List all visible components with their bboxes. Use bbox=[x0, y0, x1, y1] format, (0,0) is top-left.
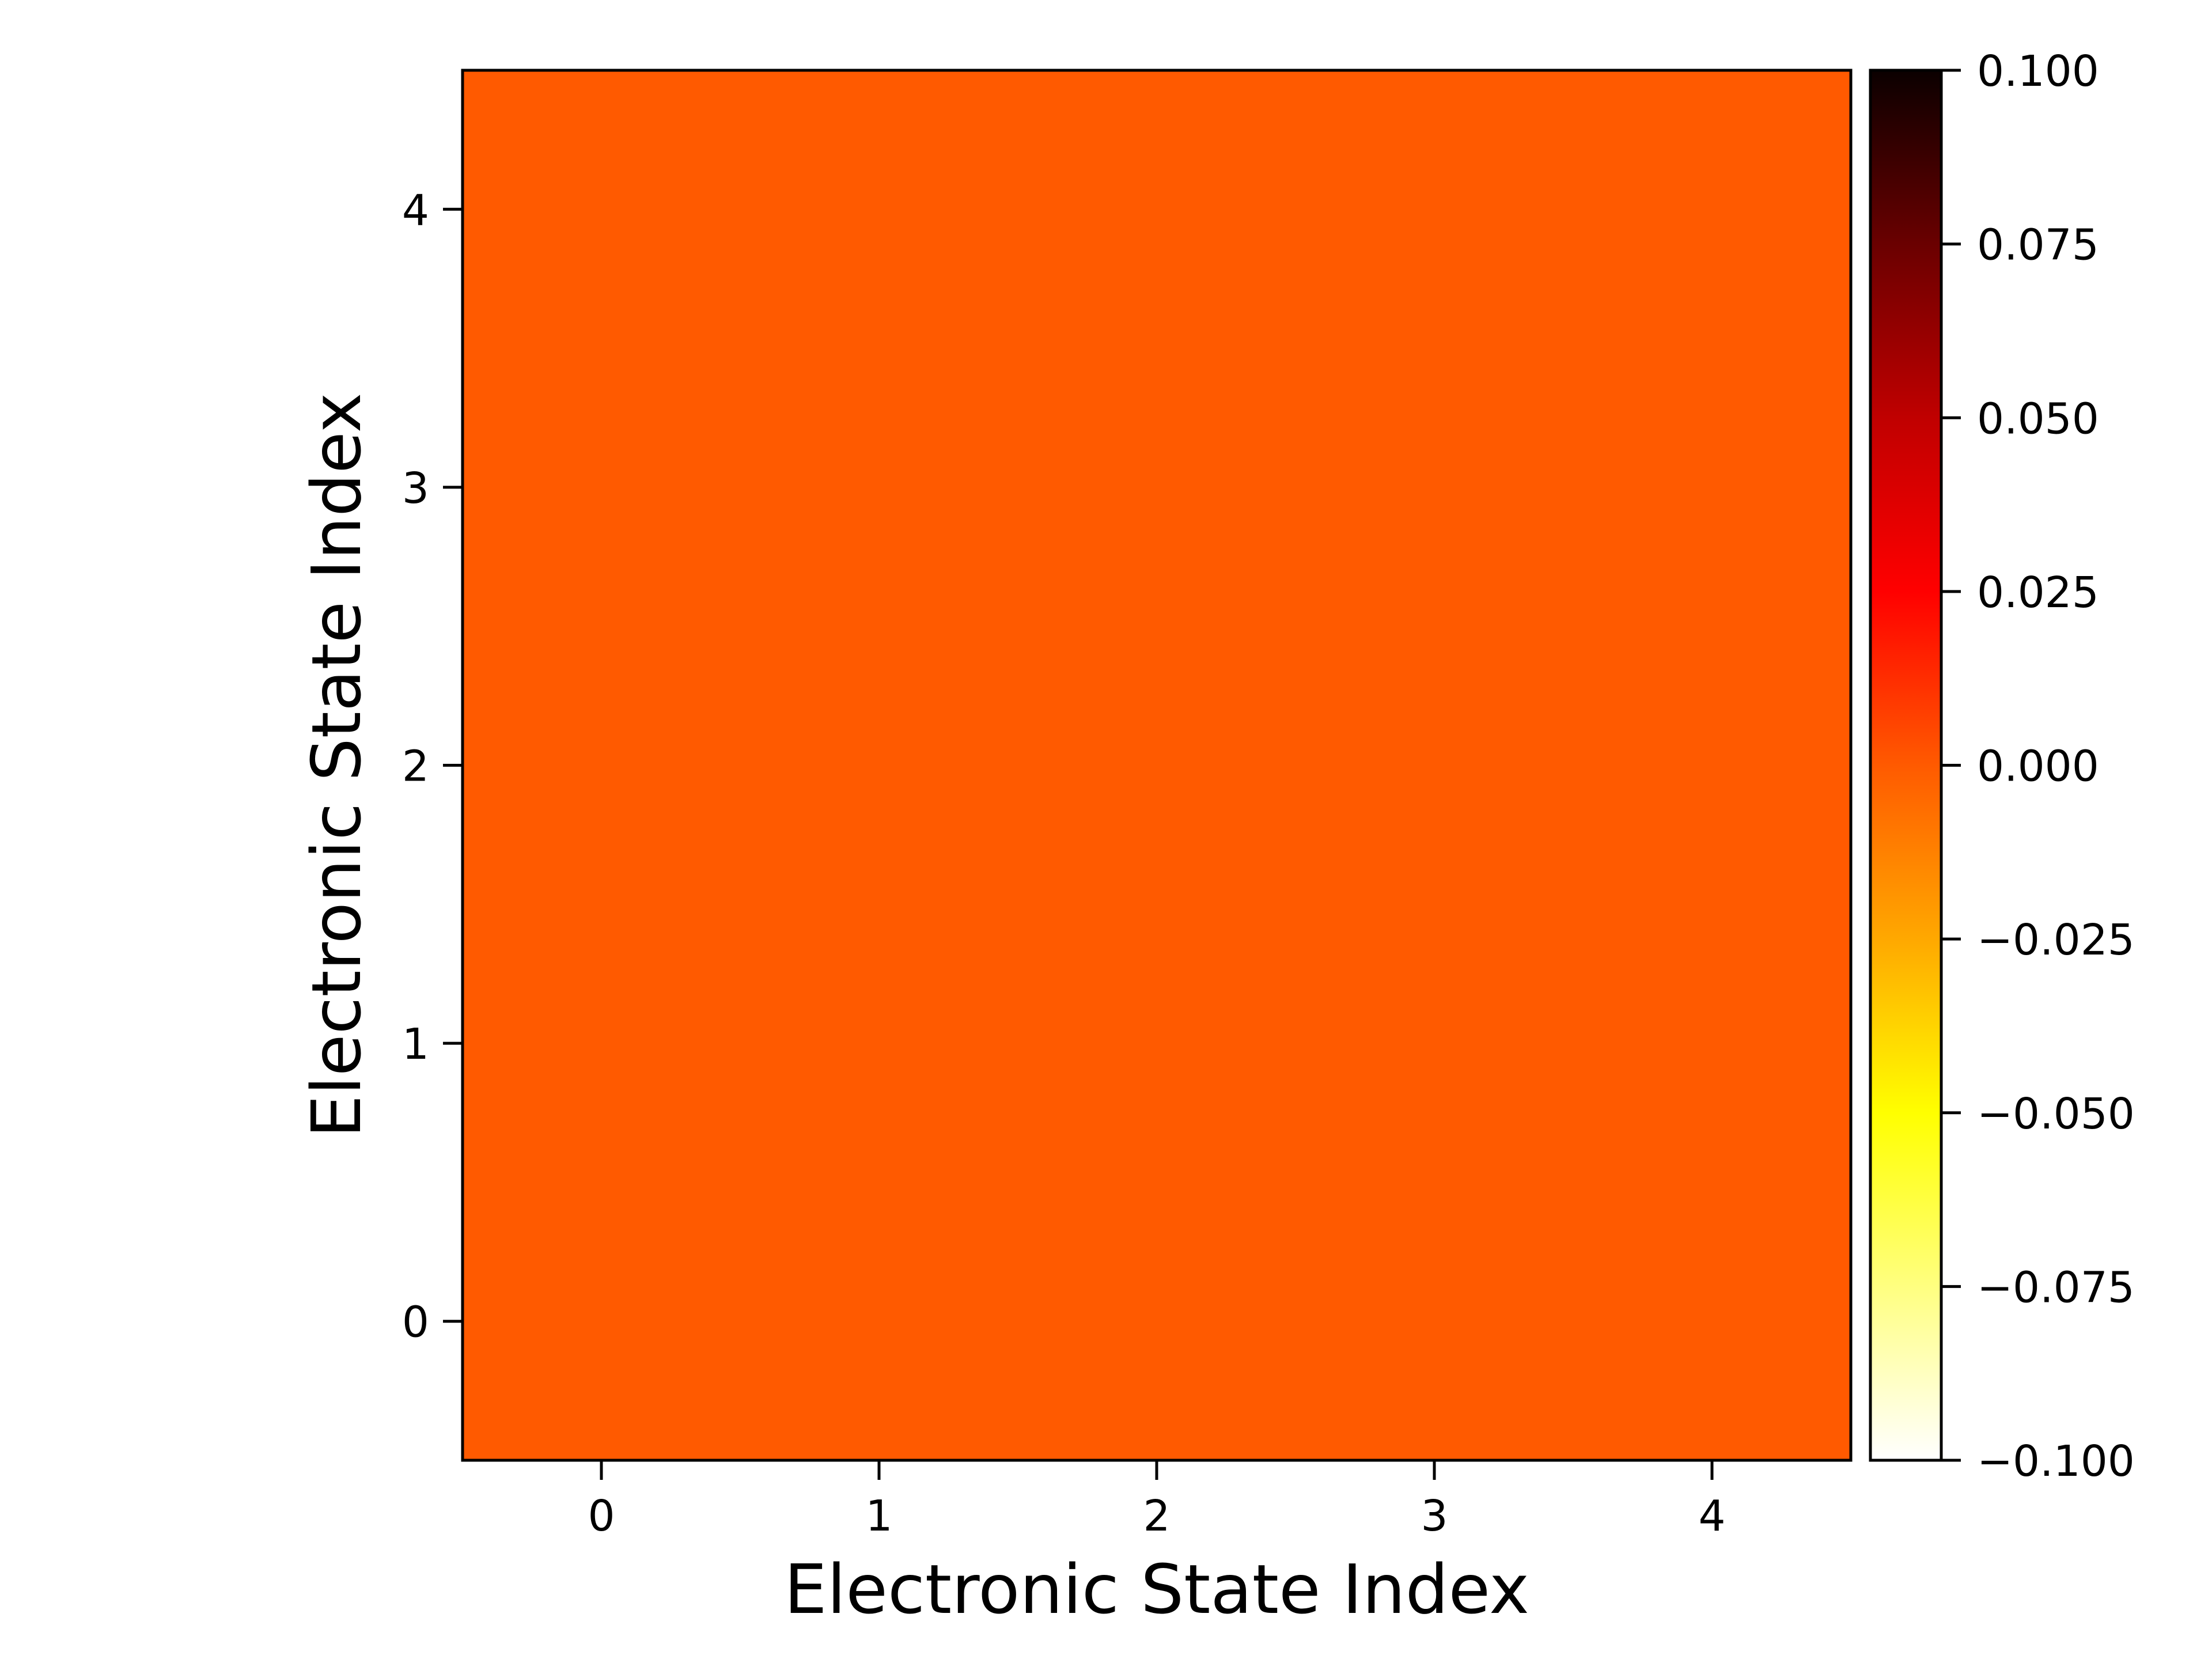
y-tick-label: 1 bbox=[402, 1020, 429, 1069]
y-axis-label: Electronic State Index bbox=[297, 393, 376, 1138]
heatmap-cell bbox=[1573, 348, 1851, 627]
heatmap-cell bbox=[740, 348, 1018, 627]
heatmap-cell bbox=[463, 70, 741, 349]
heatmap-cell bbox=[740, 626, 1018, 905]
colorbar-tick-label: −0.050 bbox=[1977, 1089, 2135, 1139]
heatmap-cell bbox=[1573, 626, 1851, 905]
heatmap-cell bbox=[1296, 904, 1574, 1183]
colorbar bbox=[1870, 70, 1941, 1460]
heatmap-cell bbox=[1296, 1182, 1574, 1461]
heatmap-cell bbox=[1018, 348, 1296, 627]
y-tick-label: 4 bbox=[402, 185, 429, 235]
x-axis-label: Electronic State Index bbox=[784, 1550, 1529, 1629]
colorbar-tick-label: 0.075 bbox=[1977, 221, 2099, 270]
y-tick-label: 2 bbox=[402, 742, 429, 791]
heatmap-cell bbox=[1018, 626, 1296, 905]
heatmap-cell bbox=[463, 1182, 741, 1461]
x-axis-ticks: 0 1 2 3 4 bbox=[588, 1460, 1726, 1541]
colorbar-tick-label: 0.100 bbox=[1977, 47, 2099, 96]
heatmap-cell bbox=[463, 626, 741, 905]
x-tick-label: 1 bbox=[865, 1491, 892, 1541]
x-tick-label: 3 bbox=[1421, 1491, 1448, 1541]
x-tick-label: 4 bbox=[1698, 1491, 1725, 1541]
heatmap-cell bbox=[740, 1182, 1018, 1461]
heatmap-cell bbox=[740, 904, 1018, 1183]
x-tick-label: 2 bbox=[1143, 1491, 1170, 1541]
y-tick-label: 3 bbox=[402, 464, 429, 513]
colorbar-tick-label: 0.000 bbox=[1977, 742, 2099, 791]
colorbar-tick-label: −0.025 bbox=[1977, 915, 2135, 965]
heatmap-cell bbox=[1018, 904, 1296, 1183]
heatmap-cell bbox=[1573, 1182, 1851, 1461]
heatmap-cell bbox=[1018, 1182, 1296, 1461]
colorbar-ticks: −0.100 −0.075 −0.050 −0.025 0.000 0.025 0.050 0… bbox=[1941, 47, 2135, 1486]
colorbar-tick-label: −0.075 bbox=[1977, 1263, 2135, 1312]
heatmap-cell bbox=[463, 348, 741, 627]
heatmap-cell bbox=[1296, 348, 1574, 627]
heatmap-cell bbox=[1573, 904, 1851, 1183]
heatmap-cell bbox=[1296, 70, 1574, 349]
x-tick-label: 0 bbox=[588, 1491, 615, 1541]
colorbar-tick-label: 0.050 bbox=[1977, 394, 2099, 444]
heatmap-cells bbox=[463, 70, 1851, 1461]
heatmap-cell bbox=[1018, 70, 1296, 349]
heatmap-cell bbox=[1573, 70, 1851, 349]
colorbar-tick-label: 0.025 bbox=[1977, 568, 2099, 618]
heatmap-cell bbox=[463, 904, 741, 1183]
colorbar-tick-label: −0.100 bbox=[1977, 1437, 2135, 1486]
heatmap-cell bbox=[740, 70, 1018, 349]
y-axis-ticks: 0 1 2 3 4 bbox=[402, 185, 463, 1347]
y-tick-label: 0 bbox=[402, 1298, 429, 1347]
heatmap-cell bbox=[1296, 626, 1574, 905]
